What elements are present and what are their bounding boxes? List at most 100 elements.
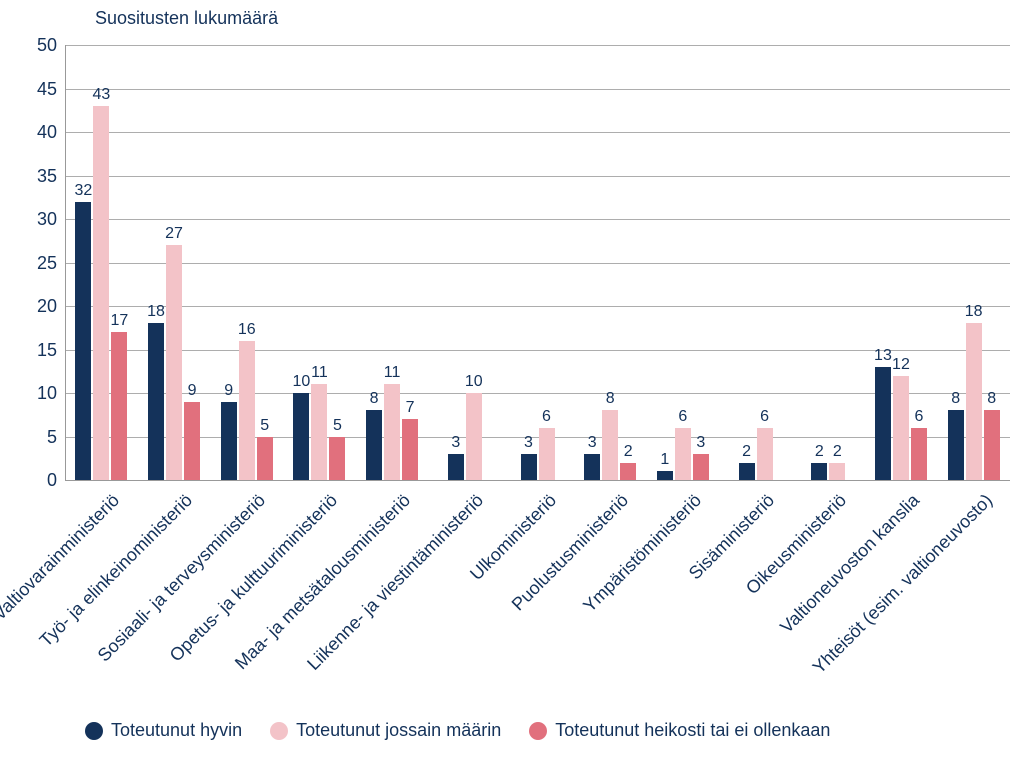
bar-value-label: 12 xyxy=(892,356,910,374)
bar xyxy=(402,419,418,480)
legend-label: Toteutunut hyvin xyxy=(111,720,242,741)
legend-item: Toteutunut jossain määrin xyxy=(270,720,501,741)
y-axis xyxy=(65,45,66,480)
y-tick-label: 35 xyxy=(17,166,57,187)
legend-item: Toteutunut heikosti tai ei ollenkaan xyxy=(529,720,830,741)
gridline xyxy=(65,350,1010,351)
bar xyxy=(111,332,127,480)
bar-value-label: 18 xyxy=(965,303,983,321)
bar xyxy=(757,428,773,480)
gridline xyxy=(65,393,1010,394)
gridline xyxy=(65,437,1010,438)
bar xyxy=(75,202,91,480)
legend-label: Toteutunut jossain määrin xyxy=(296,720,501,741)
bar xyxy=(257,437,273,481)
bar-value-label: 1 xyxy=(660,451,669,469)
bar-value-label: 8 xyxy=(987,390,996,408)
bar-value-label: 5 xyxy=(260,417,269,435)
bar-value-label: 6 xyxy=(678,408,687,426)
bar xyxy=(911,428,927,480)
gridline xyxy=(65,89,1010,90)
bar-value-label: 9 xyxy=(188,382,197,400)
bar xyxy=(875,367,891,480)
bar xyxy=(329,437,345,481)
bar-value-label: 8 xyxy=(370,390,379,408)
bar-value-label: 2 xyxy=(815,443,824,461)
bar-value-label: 2 xyxy=(624,443,633,461)
bar-value-label: 7 xyxy=(406,399,415,417)
y-tick-label: 15 xyxy=(17,340,57,361)
bar-value-label: 9 xyxy=(224,382,233,400)
legend-swatch xyxy=(270,722,288,740)
bar xyxy=(466,393,482,480)
bar xyxy=(893,376,909,480)
gridline xyxy=(65,132,1010,133)
bar xyxy=(239,341,255,480)
bar-value-label: 10 xyxy=(293,373,311,391)
bar xyxy=(693,454,709,480)
plot-area: 3243171827991651011581173103638216326221… xyxy=(65,45,1010,480)
y-tick-label: 40 xyxy=(17,122,57,143)
bar-value-label: 32 xyxy=(74,182,92,200)
bar-value-label: 3 xyxy=(696,434,705,452)
gridline xyxy=(65,45,1010,46)
bar xyxy=(166,245,182,480)
gridline xyxy=(65,263,1010,264)
bar-value-label: 6 xyxy=(542,408,551,426)
bar-value-label: 18 xyxy=(147,303,165,321)
bar xyxy=(521,454,537,480)
bar xyxy=(221,402,237,480)
bar-value-label: 16 xyxy=(238,321,256,339)
bar xyxy=(584,454,600,480)
bar xyxy=(984,410,1000,480)
bar-value-label: 11 xyxy=(311,364,328,382)
bar-value-label: 3 xyxy=(451,434,460,452)
bar xyxy=(739,463,755,480)
bar xyxy=(539,428,555,480)
bar-value-label: 3 xyxy=(588,434,597,452)
bar-value-label: 27 xyxy=(165,225,183,243)
bar-value-label: 13 xyxy=(874,347,892,365)
bar xyxy=(620,463,636,480)
y-tick-label: 50 xyxy=(17,35,57,56)
legend-item: Toteutunut hyvin xyxy=(85,720,242,741)
bar-value-label: 10 xyxy=(465,373,483,391)
bar xyxy=(966,323,982,480)
x-axis xyxy=(65,480,1010,481)
bar xyxy=(293,393,309,480)
bar xyxy=(811,463,827,480)
legend-swatch xyxy=(529,722,547,740)
bar-value-label: 43 xyxy=(92,86,110,104)
bar-value-label: 8 xyxy=(951,390,960,408)
bar xyxy=(93,106,109,480)
bar-value-label: 6 xyxy=(915,408,924,426)
gridline xyxy=(65,306,1010,307)
y-axis-title: Suositusten lukumäärä xyxy=(95,8,278,29)
bar xyxy=(311,384,327,480)
bar xyxy=(602,410,618,480)
y-tick-label: 0 xyxy=(17,470,57,491)
bar xyxy=(675,428,691,480)
bar-value-label: 11 xyxy=(384,364,401,382)
y-tick-label: 25 xyxy=(17,253,57,274)
bar xyxy=(148,323,164,480)
grouped-bar-chart: Suositusten lukumäärä 324317182799165101… xyxy=(0,0,1024,762)
bar-value-label: 5 xyxy=(333,417,342,435)
bar xyxy=(366,410,382,480)
bar-value-label: 17 xyxy=(110,312,128,330)
y-tick-label: 45 xyxy=(17,79,57,100)
gridline xyxy=(65,176,1010,177)
bar xyxy=(948,410,964,480)
bar xyxy=(657,471,673,480)
bar xyxy=(829,463,845,480)
bar xyxy=(384,384,400,480)
y-tick-label: 20 xyxy=(17,296,57,317)
bar xyxy=(448,454,464,480)
legend-swatch xyxy=(85,722,103,740)
bar xyxy=(184,402,200,480)
bar-value-label: 8 xyxy=(606,390,615,408)
legend: Toteutunut hyvin Toteutunut jossain määri… xyxy=(85,720,830,741)
y-tick-label: 30 xyxy=(17,209,57,230)
bar-value-label: 6 xyxy=(760,408,769,426)
y-tick-label: 5 xyxy=(17,427,57,448)
